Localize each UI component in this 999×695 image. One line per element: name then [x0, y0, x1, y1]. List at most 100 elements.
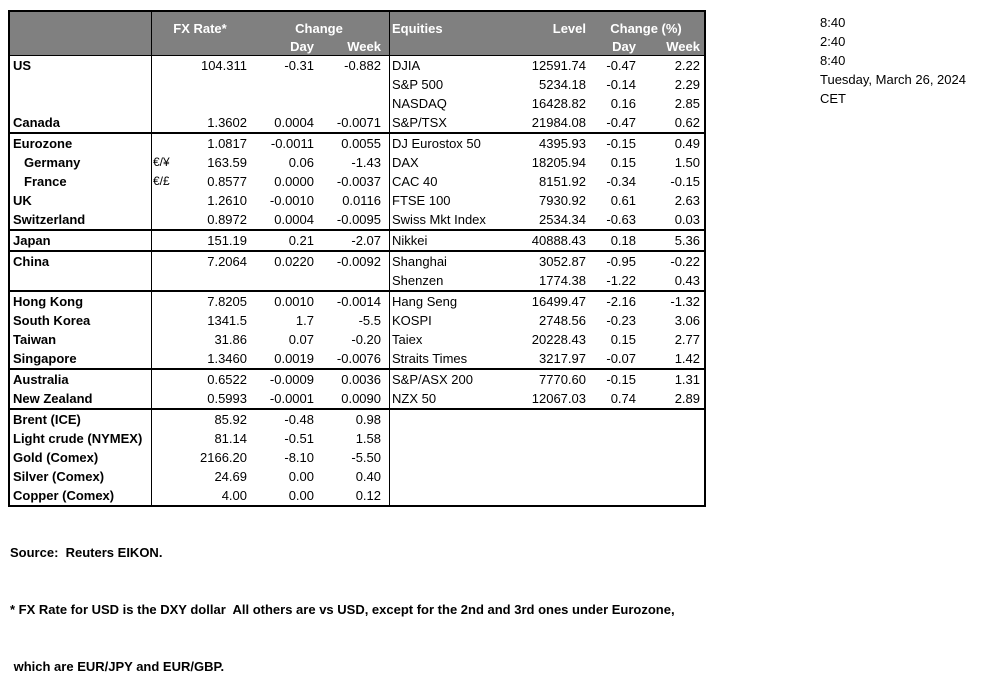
equity-day-change: -0.23 [606, 313, 636, 328]
equity-level [500, 486, 588, 505]
fx-day-change: 0.0000 [274, 174, 314, 189]
fx-rate-value: 24.69 [214, 469, 247, 484]
equity-day-change: 0.15 [610, 155, 636, 170]
equity-name: Nikkei [392, 233, 428, 248]
fx-rate-value: 0.8972 [207, 212, 247, 227]
fx-country-label: Japan [13, 233, 51, 248]
table-section-us-canada: US 104.311 -0.31 -0.882 DJIA 12591.74 -0… [10, 56, 704, 132]
fx-week-change [316, 271, 388, 290]
fx-rate-cell: 2166.20 [150, 448, 250, 467]
equity-name: KOSPI [392, 313, 432, 328]
equity-level [500, 410, 588, 429]
equity-day-change: 0.74 [610, 391, 636, 406]
fx-rate-value: 2166.20 [200, 450, 247, 465]
equity-name: NZX 50 [392, 391, 437, 406]
fx-country-label: Germany [24, 155, 81, 170]
fx-rate-cell: 31.86 [150, 330, 250, 349]
equity-level: 5234.18 [539, 77, 586, 92]
fx-rate-cell: 7.2064 [150, 252, 250, 271]
fx-week-change: 1.58 [355, 431, 381, 446]
equity-week-change: 3.06 [674, 313, 700, 328]
fx-rate-value: 1.3460 [207, 351, 247, 366]
equity-day-change: -0.34 [606, 174, 636, 189]
fx-week-change: 0.12 [355, 488, 381, 503]
table-section-europe: Eurozone 1.0817 -0.0011 0.0055 DJ Eurost… [10, 132, 704, 229]
equity-level: 12067.03 [531, 391, 586, 406]
fx-week-change: -2.07 [351, 233, 381, 248]
equity-name: Swiss Mkt Index [392, 212, 486, 227]
fx-rate-cell: 1.2610 [150, 191, 250, 210]
table-row: Hong Kong 7.8205 0.0010 -0.0014 Hang Sen… [10, 292, 704, 311]
fx-week-change: -0.0037 [336, 174, 381, 189]
footnote-line-2: which are EUR/JPY and EUR/GBP. [10, 659, 225, 674]
equity-name [388, 467, 500, 486]
fx-rate-value: 7.8205 [207, 294, 247, 309]
equity-week-change: 2.22 [674, 58, 700, 73]
fx-rate-cell: 81.14 [150, 429, 250, 448]
table-row: Germany €/¥ 163.59 0.06 -1.43 DAX 18205.… [10, 153, 704, 172]
fx-rate-cell: €/¥ 163.59 [150, 153, 250, 172]
fx-day-change [250, 94, 316, 113]
fx-week-header: Week [347, 39, 381, 54]
fx-country-label [10, 75, 150, 94]
equity-level: 20228.43 [531, 332, 586, 347]
fx-day-change: -0.0011 [270, 136, 314, 151]
fx-week-change [316, 75, 388, 94]
equity-week-change: 0.62 [674, 115, 700, 130]
fx-week-change: -0.0092 [336, 254, 381, 269]
fx-day-change: 0.07 [288, 332, 314, 347]
equity-day-change [588, 429, 638, 448]
equity-day-change: -2.16 [606, 294, 636, 309]
fx-country-label: Australia [13, 372, 69, 387]
equity-day-change: -0.14 [606, 77, 636, 92]
fx-rate-cell: 1.3460 [150, 349, 250, 368]
equity-week-change: 2.29 [674, 77, 700, 92]
equity-week-change: 0.03 [674, 212, 700, 227]
fx-country-label: Singapore [13, 351, 77, 366]
fx-rate-value: 104.311 [200, 58, 247, 73]
fx-day-change: 0.00 [288, 469, 314, 484]
fx-day-change: -0.0001 [269, 391, 314, 406]
equity-level: 3217.97 [539, 351, 586, 366]
fx-country-label: New Zealand [13, 391, 93, 406]
fx-country-label: China [13, 254, 50, 269]
equity-day-change [588, 486, 638, 505]
fx-country-label: South Korea [13, 313, 91, 328]
equity-day-change: 0.18 [610, 233, 636, 248]
equity-week-change: 5.36 [674, 233, 700, 248]
equity-name [388, 448, 500, 467]
equity-level: 1774.38 [539, 273, 586, 288]
equity-week-change: 0.49 [674, 136, 700, 151]
fx-week-change: -0.0014 [336, 294, 381, 309]
footnote-line-1: * FX Rate for USD is the DXY dollar All … [10, 602, 675, 617]
equity-name: Shenzen [392, 273, 444, 288]
timestamp-line-3: 8:40 [820, 53, 846, 68]
fx-country-label: Gold (Comex) [13, 450, 99, 465]
equity-week-change: -1.32 [670, 294, 700, 309]
equity-week-change: 2.63 [674, 193, 700, 208]
table-row: South Korea 1341.5 1.7 -5.5 KOSPI 2748.5… [10, 311, 704, 330]
equity-name: S&P/ASX 200 [392, 372, 473, 387]
table-row: Canada 1.3602 0.0004 -0.0071 S&P/TSX 219… [10, 113, 704, 132]
equity-level: 3052.87 [539, 254, 586, 269]
equity-name [388, 429, 500, 448]
equity-week-change: 1.31 [674, 372, 700, 387]
fx-country-label: Eurozone [13, 136, 73, 151]
equity-name: Shanghai [392, 254, 447, 269]
equity-day-change [588, 467, 638, 486]
fx-day-change: 0.0004 [274, 115, 314, 130]
equity-day-change [588, 410, 638, 429]
currency-pair-label: €/£ [153, 174, 170, 188]
equity-level: 7930.92 [539, 193, 586, 208]
equity-level: 2534.34 [539, 212, 586, 227]
table-row: Gold (Comex) 2166.20 -8.10 -5.50 [10, 448, 704, 467]
fx-week-change: 0.0055 [341, 136, 381, 151]
table-row: Japan 151.19 0.21 -2.07 Nikkei 40888.43 … [10, 231, 704, 250]
fx-day-change: -0.48 [284, 412, 314, 427]
fx-week-change: -5.50 [351, 450, 381, 465]
equity-level [500, 448, 588, 467]
equity-week-change [638, 410, 704, 429]
market-snapshot-table: FX Rate* Change Day Week Equities Level … [8, 10, 706, 507]
fx-week-change: -0.0076 [336, 351, 381, 366]
fx-country-label: US [13, 58, 32, 73]
